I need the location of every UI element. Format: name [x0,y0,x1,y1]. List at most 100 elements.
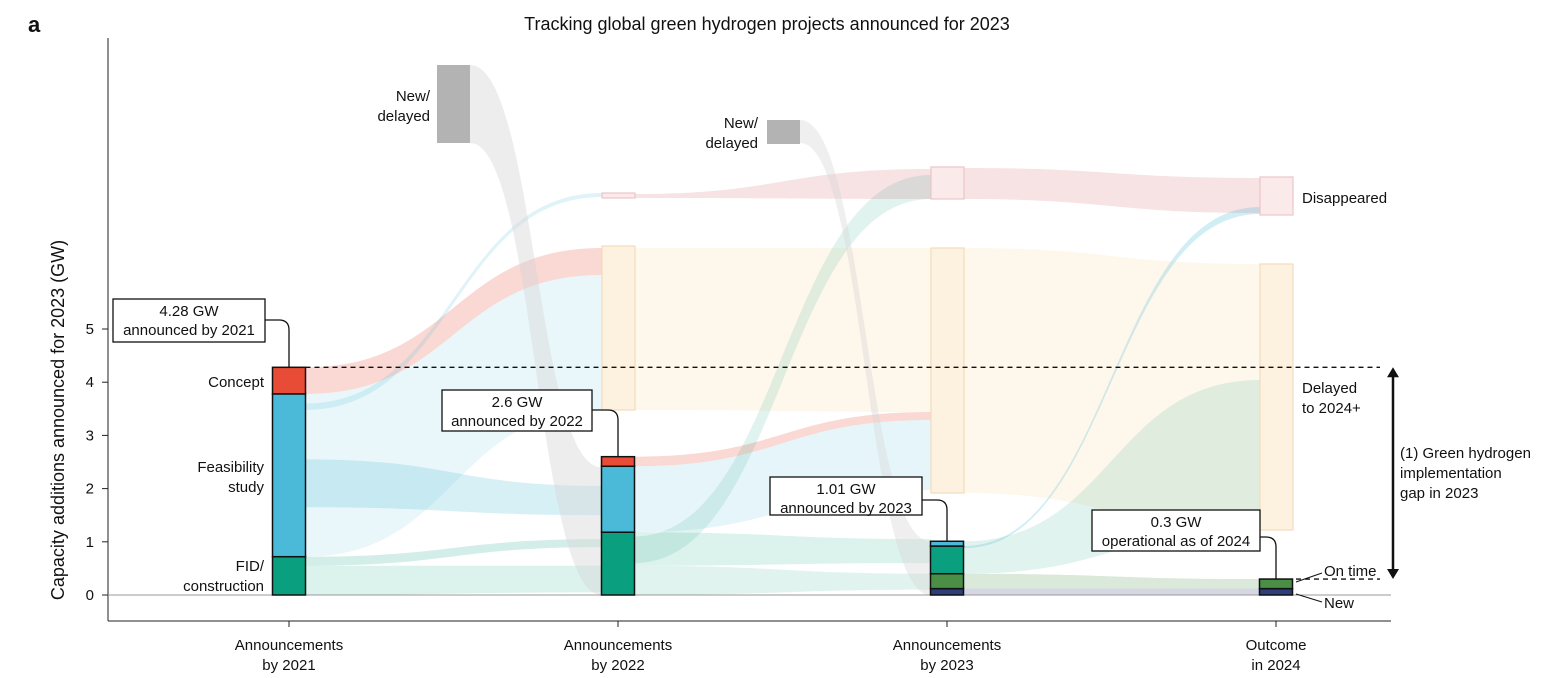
label-layer: Concept Feasibility study FID/construction N… [112,88,1531,612]
callout-box [769,476,923,516]
bar-segment-new [929,587,965,596]
x-tick-label: Announcements [893,637,1001,654]
bar-segment-concept [271,366,307,395]
on-time-leader [1295,572,1323,583]
bar-segment-fid-construction [600,531,636,596]
bar-segment-on-time [929,572,965,590]
bar-segment-new [1258,587,1294,596]
callout-text: announced by 2021 [123,322,255,339]
bar-segment-concept [600,455,636,468]
disappeared-box-2022 [601,192,636,199]
disappeared-box-2023 [930,166,965,200]
flow-fid-to-2023 [634,532,931,566]
delayed-label: to 2024+ [1302,400,1361,417]
callout-text: announced by 2022 [451,413,583,430]
delayed-box-2024 [1259,263,1294,531]
flow-fid-to-fid-lower [305,565,602,595]
bar-segment-fid-construction [271,555,307,596]
new-label: New [1324,595,1354,612]
x-tick-label: Outcome [1246,637,1307,654]
callout-value: 0.3 GW [1151,514,1203,531]
flow-new-2024 [963,588,1260,595]
gap-annotation: gap in 2023 [1400,485,1478,502]
status-label-fid: FID/ [236,558,265,575]
new-delayed-label-2022: delayed [377,108,430,125]
status-label-feasibility: Feasibility [197,459,264,476]
callout-value: 2.6 GW [492,394,544,411]
flow-2023-to-disappeared-2024 [963,207,1260,549]
flow-disappeared-2022-to-2023 [634,169,931,199]
callout-box [1091,509,1261,552]
status-label-concept: Concept [208,374,265,391]
flow-new-delayed-2022 [470,65,602,595]
y-tick-label: 1 [86,534,94,551]
callout-text: announced by 2023 [780,500,912,517]
bar-segment-feasibility-study [929,540,965,547]
delayed-box-2022 [601,245,636,411]
y-tick-label: 4 [86,374,94,391]
gap-arrow-head-down [1387,569,1399,580]
flow-disappeared-2023-to-2024 [963,168,1260,213]
flow-feasibility-to-feasibility [305,459,602,516]
x-tick-label: by 2021 [262,657,315,674]
chart-title: Tracking global green hydrogen projects … [524,14,1010,34]
new-delayed-label-2022: New/ [396,88,431,105]
flow-delayed-2022-to-2023 [634,248,931,412]
flow-fid-to-disappeared-2023 [634,175,931,564]
y-tick-label: 5 [86,321,94,338]
disappeared-box-2024 [1259,176,1294,216]
flow-concept-to-delayed-2023 [634,412,931,467]
flow-on-time-2024 [963,573,1260,589]
callout-leader [1260,536,1277,580]
disappeared-label: Disappeared [1302,190,1387,207]
flow-new-delayed-2023 [800,120,931,595]
bar-segment-feasibility-study [271,393,307,558]
new-delayed-box-2023 [767,120,800,144]
status-label-fid: construction [183,578,264,595]
bar-layer [271,366,1294,596]
delayed-label: Delayed [1302,380,1357,397]
gap-annotation: (1) Green hydrogen [1400,445,1531,462]
flow-concept-to-delayed [305,248,602,394]
outcome-box-layer [437,65,1294,531]
bar-segment-on-time [1258,578,1294,590]
flow-feasibility-to-disappeared [305,193,602,410]
status-label-feasibility: study [228,479,264,496]
callout-text: operational as of 2024 [1102,533,1250,550]
callout-box [112,298,266,343]
callout-leader [265,319,290,368]
callout-leader [922,499,948,542]
axes-layer: 0 1 2 3 4 5 Announcements by 2021 Announcements b… [86,38,1391,674]
flow-fid-to-fid [305,539,602,566]
bar-segment-feasibility-study [600,465,636,533]
new-leader [1295,593,1323,603]
callout-leader [592,409,619,457]
flow-layer [305,65,1260,595]
x-tick-label: by 2023 [920,657,973,674]
on-time-label: On time [1324,563,1377,580]
x-tick-label: Announcements [564,637,672,654]
y-tick-label: 2 [86,481,94,498]
gap-annotation: implementation [1400,465,1502,482]
new-delayed-box-2022 [437,65,470,143]
flow-feasibility-to-delayed-2023 [634,420,931,533]
callout-value: 1.01 GW [816,481,876,498]
flow-delayed-2023-to-2024 [963,248,1260,530]
callout-value: 4.28 GW [159,303,219,320]
y-axis-label: Capacity additions announced for 2023 (G… [48,240,68,600]
bar-segment-fid-construction [929,545,965,575]
y-tick-label: 3 [86,427,94,444]
gap-arrow-head-up [1387,367,1399,378]
flow-fid-lower-to-2023 [634,565,931,595]
x-tick-label: by 2022 [591,657,644,674]
y-tick-label: 0 [86,587,94,604]
callout-box [441,389,593,432]
delayed-box-2023 [930,247,965,494]
reference-layer [305,366,1399,580]
new-delayed-label-2023: New/ [724,115,759,132]
panel-letter: a [28,12,41,37]
x-tick-label: Announcements [235,637,343,654]
new-delayed-label-2023: delayed [705,135,758,152]
x-tick-label: in 2024 [1251,657,1300,674]
